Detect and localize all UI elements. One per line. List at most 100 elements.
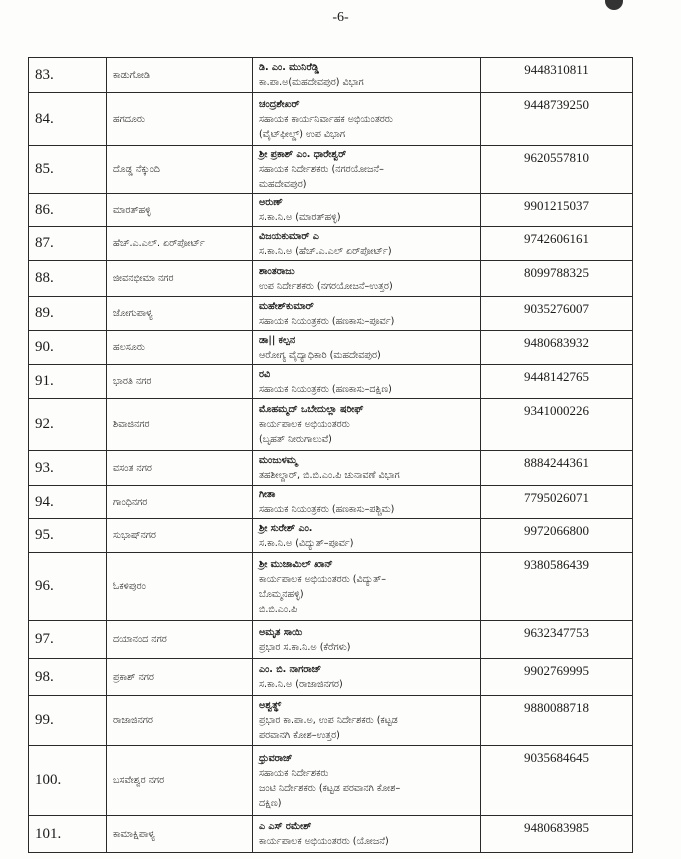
- officer-details: ವಿಜಯಕುಮಾರ್ ಎ ಸ.ಕಾ.ನಿ.ಅ (ಹೆಚ್.ಎ.ಎಲ್ ಏರ್‌ಪೋ…: [252, 226, 481, 261]
- officer-designation: ಪ್ರಭಾರ ಸ.ಕಾ.ನಿ.ಅ (ಕೆರೆಗಳು): [259, 641, 351, 653]
- officer-details: ಶ್ರೀ ಮುಜಾಮಿಲ್ ಖಾನ್ ಕಾರ್ಯಪಾಲಕ ಅಭಿಯಂತರರು (ವ…: [252, 552, 481, 621]
- phone-number: 9480683985: [480, 815, 633, 853]
- ward-name: ಶಿವಾಜಿನಗರ: [106, 398, 253, 451]
- officer-designation: ದಕ್ಷಿಣ): [259, 797, 282, 809]
- serial-number: 99.: [28, 695, 107, 746]
- officer-designation: (ಬೃಹತ್ ನೀರುಗಾಲುವೆ): [259, 434, 332, 445]
- ward-name: ಹಗದೂರು: [106, 92, 253, 146]
- officer-designation: ಸಹಾಯಕ ಕಾರ್ಯನಿರ್ವಾಹಕ ಅಭಿಯಂತರರು: [259, 113, 393, 125]
- ward-name: ಸುಭಾಷ್‌ನಗರ: [106, 518, 253, 553]
- officer-details: ಎ ಎಸ್ ರಮೇಶ್ ಕಾರ್ಯಪಾಲಕ ಅಭಿಯಂತರರು (ಯೋಜನೆ): [252, 815, 481, 853]
- officer-designation: ಜಂಟಿ ನಿರ್ದೇಶಕರು (ಕಟ್ಟಡ ಪರವಾನಗಿ ಕೋಶ–: [259, 782, 401, 794]
- officer-name: ವಿಜಯಕುಮಾರ್ ಎ: [259, 230, 319, 242]
- officer-details: ಎಂ. ಬಿ. ನಾಗರಾಜ್ ಸ.ಕಾ.ನಿ.ಅ (ರಾಜಾಜಿನಗರ): [252, 658, 481, 696]
- serial-number: 95.: [28, 518, 107, 553]
- phone-number: 9620557810: [480, 145, 633, 194]
- phone-number: 9035276007: [480, 296, 633, 331]
- officer-designation: ತಹಶೀಲ್ದಾರ್, ಬಿ.ಬಿ.ಎಂ.ಪಿ ಚುನಾವಣೆ ವಿಭಾಗ: [259, 470, 400, 481]
- table-row: 90. ಹಲಸೂರು ಡಾ|| ಕಲ್ಪನ ಆರೋಗ್ಯ ವೈದ್ಯಾಧಿಕಾರಿ (…: [28, 330, 633, 365]
- ward-name: ಬಸವೇಶ್ವರ ನಗರ: [106, 745, 253, 816]
- table-row: 92. ಶಿವಾಜಿನಗರ ಮೊಹಮ್ಮದ್ ಒಬೇದುಲ್ಲಾ ಷರೀಫ್ ಕಾರ್…: [28, 398, 633, 451]
- serial-number: 89.: [28, 296, 107, 331]
- serial-number: 97.: [28, 620, 107, 659]
- serial-number: 83.: [28, 57, 107, 93]
- ward-name: ಕಾಮಾಕ್ಷಿಪಾಳ್ಯ: [106, 815, 253, 853]
- ward-name: ಹೆಚ್.ಎ.ಎಲ್. ಏರ್‌ಪೋರ್ಟ್: [106, 226, 253, 261]
- table-row: 91. ಭಾರತಿ ನಗರ ರವಿ ಸಹಾಯಕ ನಿಯಂತ್ರಕರು (ಹಣಕಾಸು–…: [28, 364, 633, 399]
- phone-number: 9380586439: [480, 552, 633, 621]
- officer-details: ಧ್ರುವರಾಜ್ ಸಹಾಯಕ ನಿರ್ದೇಶಕರು ಜಂಟಿ ನಿರ್ದೇಶಕರು…: [252, 745, 481, 816]
- officer-designation: ಸಹಾಯಕ ನಿರ್ದೇಶಕರು: [259, 767, 329, 779]
- phone-number: 8884244361: [480, 450, 633, 486]
- officer-details: ಮಂಜುಳಮ್ಮ ತಹಶೀಲ್ದಾರ್, ಬಿ.ಬಿ.ಎಂ.ಪಿ ಚುನಾವಣೆ …: [252, 450, 481, 486]
- scan-mark: [605, 0, 623, 10]
- officer-designation: ಕಾರ್ಯಪಾಲಕ ಅಭಿಯಂತರರು: [259, 419, 350, 430]
- table-row: 83. ಕಾಡುಗೋಡಿ ಡಿ. ಎಂ. ಮುನಿರೆಡ್ಡಿ ಕಾ.ಪಾ.ಅ(ಮಹದ…: [28, 57, 633, 93]
- officer-name: ಮಹೇಶ್‌ಕುಮಾರ್: [259, 300, 314, 312]
- officer-designation: ಸ.ಕಾ.ನಿ.ಅ (ಮಾರತ್‌ಹಳ್ಳಿ): [259, 212, 341, 223]
- officer-name: ಗೀತಾ: [259, 489, 276, 500]
- ward-name: ಓಕಳಿಪುರಂ: [106, 552, 253, 621]
- ward-name: ಪ್ರಕಾಶ್ ನಗರ: [106, 658, 253, 696]
- table-row: 101. ಕಾಮಾಕ್ಷಿಪಾಳ್ಯ ಎ ಎಸ್ ರಮೇಶ್ ಕಾರ್ಯಪಾಲಕ ಅಭ…: [28, 815, 633, 853]
- table-row: 98. ಪ್ರಕಾಶ್ ನಗರ ಎಂ. ಬಿ. ನಾಗರಾಜ್ ಸ.ಕಾ.ನಿ.ಅ (…: [28, 658, 633, 696]
- phone-number: 8099788325: [480, 260, 633, 297]
- officer-designation: ಸಹಾಯಕ ನಿಯಂತ್ರಕರು (ಹಣಕಾಸು–ದಕ್ಷಿಣ): [259, 383, 392, 395]
- officer-designation: ಬಿ.ಬಿ.ಎಂ.ಪಿ: [259, 603, 298, 615]
- serial-number: 85.: [28, 145, 107, 194]
- officer-details: ಶ್ರೀ ಪ್ರಕಾಶ್ ಎಂ. ಧಾರೇಶ್ವರ್ ಸಹಾಯಕ ನಿರ್ದೇಶಕ…: [252, 145, 481, 194]
- officer-name: ಎಂ. ಬಿ. ನಾಗರಾಜ್: [259, 664, 322, 675]
- officer-name: ಅಶ್ವತ್ಥ್: [259, 700, 282, 711]
- table-row: 99. ರಾಜಾಜಿನಗರ ಅಶ್ವತ್ಥ್ ಪ್ರಭಾರ ಕಾ.ಪಾ.ಅ, ಉಪ ನ…: [28, 695, 633, 746]
- table-row: 89. ಜೋಗುಪಾಳ್ಯ ಮಹೇಶ್‌ಕುಮಾರ್ ಸಹಾಯಕ ನಿಯಂತ್ರಕರು…: [28, 296, 633, 331]
- table-row: 93. ವಸಂತ ನಗರ ಮಂಜುಳಮ್ಮ ತಹಶೀಲ್ದಾರ್, ಬಿ.ಬಿ.ಎಂ.…: [28, 450, 633, 486]
- phone-number: 9901215037: [480, 193, 633, 227]
- phone-number: 9972066800: [480, 518, 633, 553]
- table-row: 85. ದೊಡ್ಡ ನೆಕ್ಕುಂದಿ ಶ್ರೀ ಪ್ರಕಾಶ್ ಎಂ. ಧಾರೇಶ…: [28, 145, 633, 194]
- table-row: 97. ದಯಾನಂದ ನಗರ ಅಮೃತ ಸಾಯಿ ಪ್ರಭಾರ ಸ.ಕಾ.ನಿ.ಅ (…: [28, 620, 633, 659]
- officer-details: ಮೊಹಮ್ಮದ್ ಒಬೇದುಲ್ಲಾ ಷರೀಫ್ ಕಾರ್ಯಪಾಲಕ ಅಭಿಯಂತ…: [252, 398, 481, 451]
- officer-details: ಶ್ರೀ ಸುರೇಶ್ ಎಂ. ಸ.ಕಾ.ನಿ.ಅ (ವಿದ್ಯುತ್–ಪೂರ್ವ…: [252, 518, 481, 553]
- phone-number: 9448739250: [480, 92, 633, 146]
- officer-designation: ಸಹಾಯಕ ನಿಯಂತ್ರಕರು (ಹಣಕಾಸು–ಪೂರ್ವ): [259, 315, 395, 327]
- table-row: 88. ಜೀವನಭೀಮಾ ನಗರ ಶಾಂತರಾಜು ಉಪ ನಿರ್ದೇಶಕರು (ನಗ…: [28, 260, 633, 297]
- officer-designation: ಸಹಾಯಕ ನಿರ್ದೇಶಕರು (ನಗರಯೋಜನೆ–: [259, 164, 384, 175]
- table-body: 83. ಕಾಡುಗೋಡಿ ಡಿ. ಎಂ. ಮುನಿರೆಡ್ಡಿ ಕಾ.ಪಾ.ಅ(ಮಹದ…: [28, 57, 633, 853]
- officer-details: ಮಹೇಶ್‌ಕುಮಾರ್ ಸಹಾಯಕ ನಿಯಂತ್ರಕರು (ಹಣಕಾಸು–ಪೂರ…: [252, 296, 481, 331]
- officer-name: ಡಿ. ಎಂ. ಮುನಿರೆಡ್ಡಿ: [259, 62, 319, 73]
- officer-details: ಡಾ|| ಕಲ್ಪನ ಆರೋಗ್ಯ ವೈದ್ಯಾಧಿಕಾರಿ (ಮಹದೇವಪುರ): [252, 330, 481, 365]
- officer-name: ಡಾ|| ಕಲ್ಪನ: [259, 334, 296, 346]
- officer-details: ಅಶ್ವತ್ಥ್ ಪ್ರಭಾರ ಕಾ.ಪಾ.ಅ, ಉಪ ನಿರ್ದೇಶಕರು (ಕ…: [252, 695, 481, 746]
- ward-name: ಭಾರತಿ ನಗರ: [106, 364, 253, 399]
- table-row: 96. ಓಕಳಿಪುರಂ ಶ್ರೀ ಮುಜಾಮಿಲ್ ಖಾನ್ ಕಾರ್ಯಪಾಲಕ ಅ…: [28, 552, 633, 621]
- serial-number: 87.: [28, 226, 107, 261]
- serial-number: 88.: [28, 260, 107, 297]
- officer-designation: ಬೊಮ್ಮನಹಳ್ಳಿ): [259, 588, 304, 600]
- officer-name: ಅರುಣ್: [259, 197, 283, 208]
- table-row: 84. ಹಗದೂರು ಚಂದ್ರಶೇಖರ್ ಸಹಾಯಕ ಕಾರ್ಯನಿರ್ವಾಹಕ ಅ…: [28, 92, 633, 146]
- officer-name: ಶ್ರೀ ಮುಜಾಮಿಲ್ ಖಾನ್: [259, 558, 333, 570]
- table-row: 100. ಬಸವೇಶ್ವರ ನಗರ ಧ್ರುವರಾಜ್ ಸಹಾಯಕ ನಿರ್ದೇಶಕರ…: [28, 745, 633, 816]
- serial-number: 86.: [28, 193, 107, 227]
- officer-name: ಎ ಎಸ್ ರಮೇಶ್: [259, 821, 312, 832]
- serial-number: 93.: [28, 450, 107, 486]
- officer-designation: ಮಹದೇವಪುರ): [259, 179, 307, 190]
- table-row: 86. ಮಾರತ್‌ಹಳ್ಳಿ ಅರುಣ್ ಸ.ಕಾ.ನಿ.ಅ (ಮಾರತ್‌ಹಳ್ಳ…: [28, 193, 633, 227]
- officer-designation: (ವೈಟ್‌ಫೀಲ್ಡ್) ಉಪ ವಿಭಾಗ: [259, 128, 345, 140]
- serial-number: 101.: [28, 815, 107, 853]
- phone-number: 9902769995: [480, 658, 633, 696]
- officer-designation: ಕಾರ್ಯಪಾಲಕ ಅಭಿಯಂತರರು (ವಿದ್ಯುತ್–: [259, 573, 386, 585]
- officer-name: ಮಂಜುಳಮ್ಮ: [259, 455, 298, 466]
- serial-number: 94.: [28, 485, 107, 519]
- officer-designation: ಉಪ ನಿರ್ದೇಶಕರು (ನಗರಯೋಜನೆ–ಉತ್ತರ): [259, 280, 393, 292]
- ward-name: ದಯಾನಂದ ನಗರ: [106, 620, 253, 659]
- officer-name: ಅಮೃತ ಸಾಯಿ: [259, 626, 303, 638]
- officer-name: ಧ್ರುವರಾಜ್: [259, 752, 293, 764]
- phone-number: 9448142765: [480, 364, 633, 399]
- serial-number: 96.: [28, 552, 107, 621]
- phone-number: 9742606161: [480, 226, 633, 261]
- officer-name: ಶಾಂತರಾಜು: [259, 265, 295, 277]
- officer-name: ಚಂದ್ರಶೇಖರ್: [259, 98, 300, 110]
- officer-details: ಶಾಂತರಾಜು ಉಪ ನಿರ್ದೇಶಕರು (ನಗರಯೋಜನೆ–ಉತ್ತರ): [252, 260, 481, 297]
- table-row: 95. ಸುಭಾಷ್‌ನಗರ ಶ್ರೀ ಸುರೇಶ್ ಎಂ. ಸ.ಕಾ.ನಿ.ಅ (ವ…: [28, 518, 633, 553]
